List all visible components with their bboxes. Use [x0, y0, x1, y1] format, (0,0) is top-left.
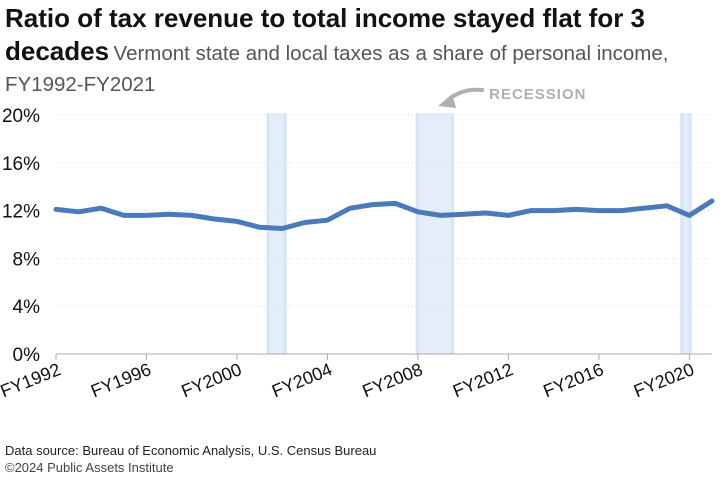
x-tick-label: FY2020	[631, 359, 697, 401]
y-tick-label: 12%	[2, 202, 40, 223]
series-line	[53, 198, 715, 231]
chart-subtitle: Vermont state and local taxes as a share…	[5, 42, 669, 96]
x-tick-label: FY2000	[179, 359, 245, 401]
x-tick-label: FY1996	[88, 359, 154, 401]
y-tick-label: 0%	[13, 345, 41, 366]
title-block: Ratio of tax revenue to total income sta…	[5, 4, 721, 101]
data-source: Data source: Bureau of Economic Analysis…	[5, 443, 377, 458]
chart-title: Ratio of tax revenue to total income sta…	[5, 3, 646, 66]
recession-band-inner	[683, 113, 689, 354]
y-tick-label: 20%	[2, 106, 40, 127]
x-tick-label: FY2016	[540, 359, 606, 401]
y-tick-label: 4%	[13, 297, 41, 318]
y-tick-label: 16%	[2, 154, 40, 175]
x-tick-label: FY2012	[450, 359, 516, 401]
recession-arrow-head	[438, 94, 457, 108]
copyright: ©2024 Public Assets Institute	[5, 460, 174, 475]
x-tick-label: FY2008	[359, 359, 425, 401]
recession-band-inner	[418, 113, 452, 354]
recession-annotation: RECESSION	[489, 86, 586, 103]
recession-band-inner	[269, 113, 284, 354]
y-tick-label: 8%	[13, 249, 41, 270]
x-tick-label: FY2004	[269, 359, 335, 401]
